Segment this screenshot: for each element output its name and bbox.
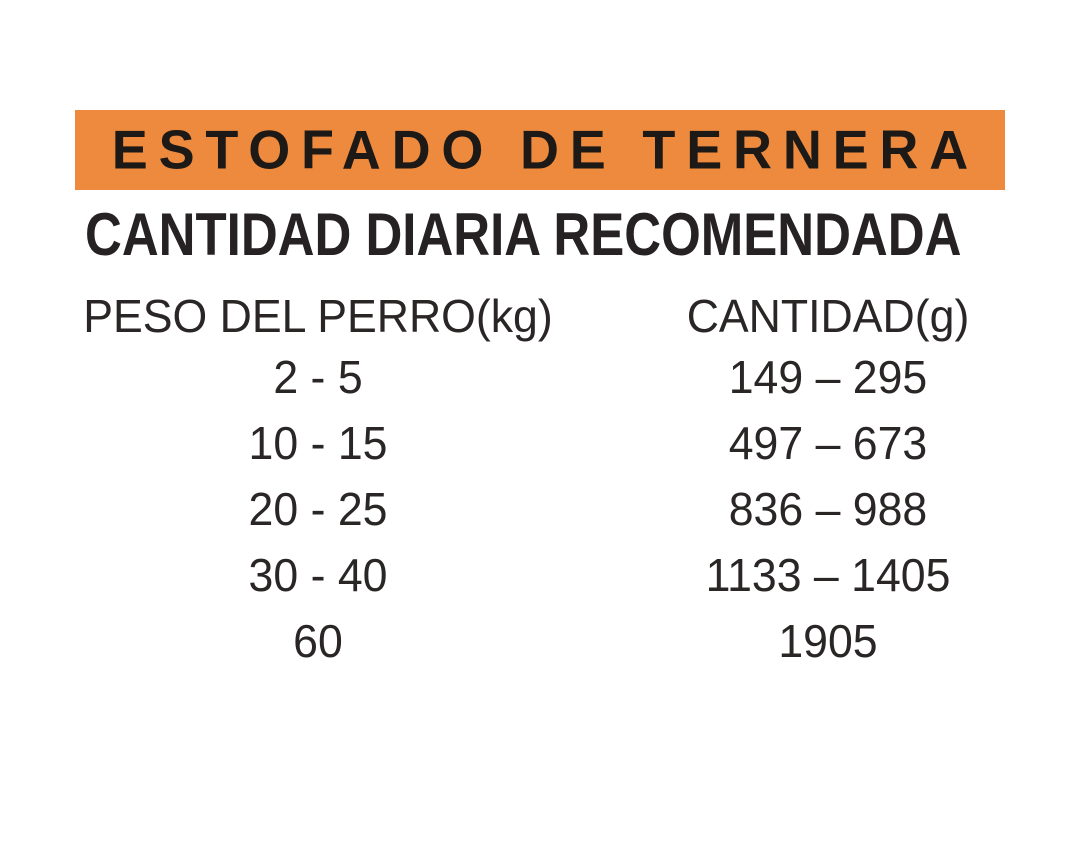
peso-cell: 2 - 5 <box>273 351 363 403</box>
section-title: CANTIDAD DIARIA RECOMENDADA <box>85 201 962 268</box>
peso-cell: 30 - 40 <box>248 549 388 601</box>
cantidad-cell: 1133 – 1405 <box>705 549 951 601</box>
peso-cell: 60 <box>293 615 343 667</box>
cantidad-cell: 1905 <box>778 615 878 667</box>
peso-cell: 10 - 15 <box>248 417 388 469</box>
column-header-cantidad: CANTIDAD(g) <box>686 290 970 342</box>
cantidad-cell: 497 – 673 <box>728 417 928 469</box>
peso-cell: 20 - 25 <box>248 483 388 535</box>
column-header-peso: PESO DEL PERRO(kg) <box>83 290 553 342</box>
product-name-banner: ESTOFADO DE TERNERA <box>75 110 1005 190</box>
cantidad-cell: 149 – 295 <box>728 351 928 403</box>
cantidad-cell: 836 – 988 <box>728 483 928 535</box>
feeding-table: PESO DEL PERRO(kg) CANTIDAD(g) 2 - 5 149… <box>83 278 1016 674</box>
product-name: ESTOFADO DE TERNERA <box>111 119 980 181</box>
